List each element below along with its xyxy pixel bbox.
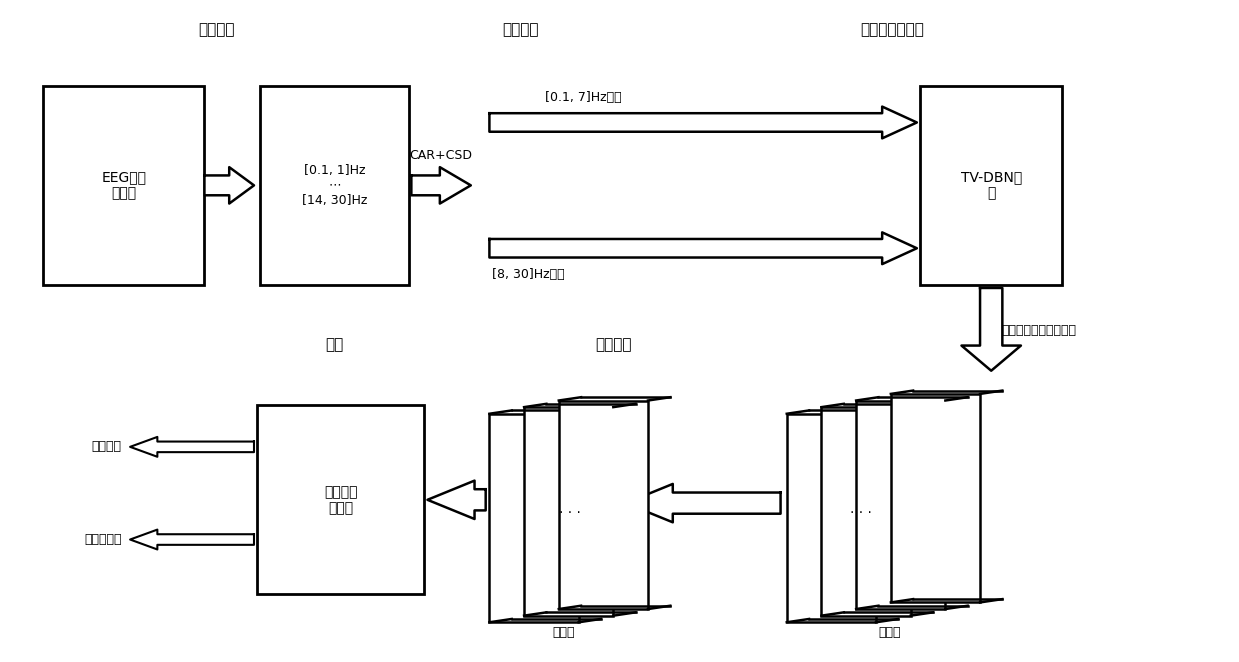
Bar bbox=[787, 414, 876, 622]
Text: 时间点: 时间点 bbox=[553, 626, 575, 639]
Text: 随机森林
分类器: 随机森林 分类器 bbox=[323, 485, 358, 515]
Text: TV-DBN模
型: TV-DBN模 型 bbox=[960, 170, 1022, 201]
Bar bbox=[821, 407, 911, 616]
Text: 时间点: 时间点 bbox=[878, 626, 901, 639]
Polygon shape bbox=[130, 530, 254, 549]
Bar bbox=[856, 401, 945, 609]
Polygon shape bbox=[489, 232, 917, 264]
Bar bbox=[258, 405, 424, 594]
Text: [0.1, 7]Hz幅値: [0.1, 7]Hz幅値 bbox=[545, 91, 622, 104]
Text: 有向加权连接矩阵求解: 有向加权连接矩阵求解 bbox=[1001, 324, 1077, 338]
Bar bbox=[524, 407, 613, 616]
Text: EEG信号
预处理: EEG信号 预处理 bbox=[102, 170, 146, 201]
Text: · · ·: · · · bbox=[850, 506, 872, 520]
Text: 分类: 分类 bbox=[326, 337, 343, 352]
Polygon shape bbox=[411, 167, 471, 204]
Text: 频带拆分: 频带拆分 bbox=[198, 23, 235, 37]
Bar bbox=[891, 394, 980, 602]
Text: 非运动意图: 非运动意图 bbox=[84, 533, 121, 546]
Text: 脑动态网络构建: 脑动态网络构建 bbox=[860, 23, 924, 37]
Text: [8, 30]Hz包络: [8, 30]Hz包络 bbox=[492, 268, 565, 281]
Bar bbox=[919, 86, 1063, 285]
Bar bbox=[559, 401, 648, 609]
Text: [0.1, 1]Hz
⋯
[14, 30]Hz: [0.1, 1]Hz ⋯ [14, 30]Hz bbox=[302, 164, 367, 207]
Bar bbox=[489, 414, 579, 622]
Polygon shape bbox=[427, 481, 486, 519]
Bar bbox=[43, 86, 204, 285]
Polygon shape bbox=[204, 167, 254, 204]
Text: 空间滤波: 空间滤波 bbox=[502, 23, 539, 37]
Text: CAR+CSD: CAR+CSD bbox=[410, 149, 472, 162]
Text: 特征提取: 特征提取 bbox=[595, 337, 632, 352]
Bar bbox=[260, 86, 409, 285]
Text: · · ·: · · · bbox=[559, 506, 581, 520]
Polygon shape bbox=[489, 107, 917, 138]
Polygon shape bbox=[626, 484, 781, 522]
Polygon shape bbox=[130, 437, 254, 457]
Text: 运动意图: 运动意图 bbox=[92, 440, 121, 453]
Polygon shape bbox=[961, 288, 1021, 371]
